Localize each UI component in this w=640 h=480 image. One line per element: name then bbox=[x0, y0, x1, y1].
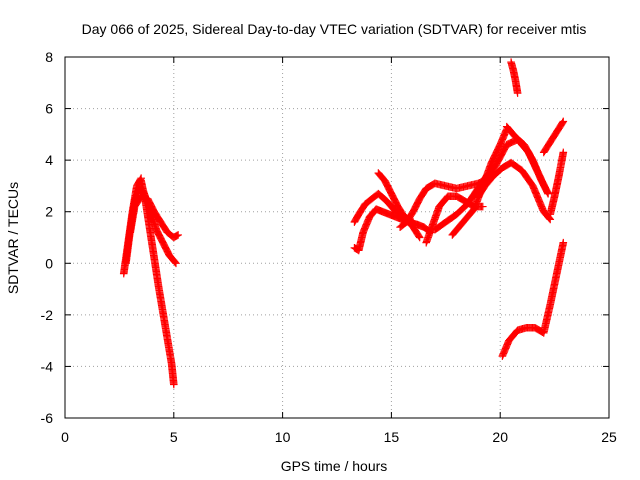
y-tick-label: 0 bbox=[45, 255, 53, 271]
series-b3 bbox=[546, 148, 568, 219]
plot-frame bbox=[64, 56, 610, 419]
y-tick-label: -4 bbox=[41, 358, 54, 374]
data-point bbox=[558, 118, 567, 127]
data-point bbox=[513, 89, 522, 97]
y-tick-label: 6 bbox=[45, 101, 53, 117]
x-tick-label: 20 bbox=[492, 429, 508, 445]
data-point bbox=[136, 175, 145, 184]
x-tick-label: 5 bbox=[170, 429, 178, 445]
chart-title: Day 066 of 2025, Sidereal Day-to-day VTE… bbox=[82, 21, 587, 37]
data-point bbox=[478, 202, 487, 211]
y-tick-label: 2 bbox=[45, 204, 53, 220]
data-point bbox=[170, 380, 178, 389]
x-tick-label: 0 bbox=[61, 429, 69, 445]
x-tick-label: 25 bbox=[601, 429, 617, 445]
x-tick-label: 15 bbox=[384, 429, 400, 445]
data-point bbox=[171, 258, 179, 267]
data-point bbox=[174, 231, 182, 239]
series-b1 bbox=[507, 58, 522, 97]
data-point bbox=[173, 231, 181, 240]
data-point bbox=[545, 214, 554, 223]
data-point bbox=[415, 233, 424, 242]
series-a4 bbox=[396, 174, 494, 231]
series-a5 bbox=[422, 192, 487, 247]
series-a2 bbox=[350, 205, 435, 255]
data-point bbox=[559, 238, 568, 247]
data-point bbox=[544, 189, 552, 198]
series-a8 bbox=[474, 158, 555, 224]
series-b2 bbox=[539, 117, 568, 157]
x-tick-label: 10 bbox=[275, 429, 291, 445]
axis-ticks: 0 5 10 15 20 25 -6 -4 -2 0 2 4 6 8 bbox=[41, 49, 617, 445]
series-a9 bbox=[502, 122, 552, 198]
data-point bbox=[172, 259, 180, 268]
y-axis-label: SDTVAR / TECUs bbox=[5, 182, 21, 294]
y-tick-label: 8 bbox=[45, 49, 53, 65]
x-axis-label: GPS time / hours bbox=[281, 458, 388, 474]
data-point bbox=[415, 232, 423, 241]
data-point bbox=[559, 148, 568, 157]
y-tick-label: -2 bbox=[41, 307, 54, 323]
series-b4 bbox=[498, 238, 568, 360]
data-point bbox=[559, 117, 568, 126]
data-points bbox=[119, 58, 568, 389]
grid-lines bbox=[65, 57, 609, 418]
series-t1-down bbox=[137, 176, 178, 389]
y-tick-label: -6 bbox=[41, 410, 54, 426]
series-t3 bbox=[126, 192, 182, 242]
y-tick-label: 4 bbox=[45, 152, 53, 168]
